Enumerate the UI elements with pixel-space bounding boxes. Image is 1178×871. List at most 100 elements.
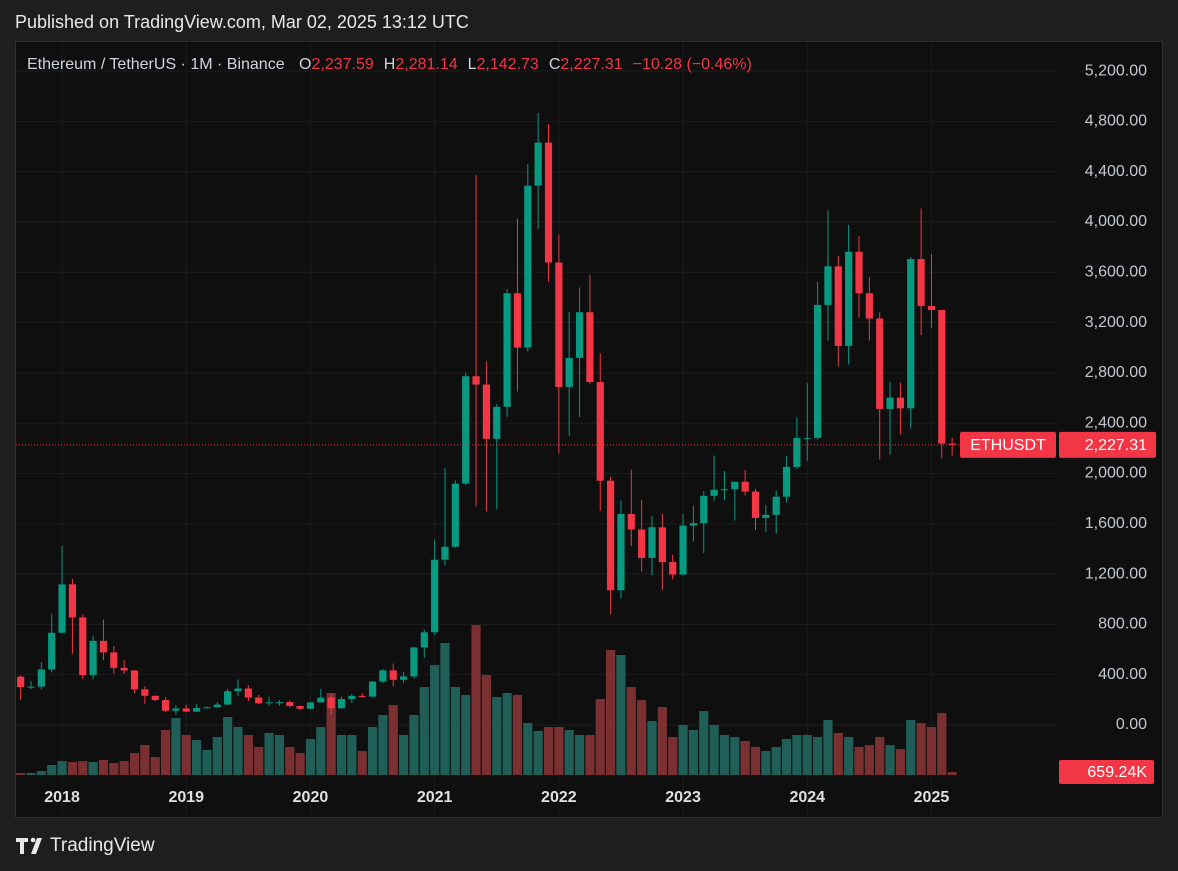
volume-bar [813, 737, 823, 775]
y-tick-label: 5,200.00 [1085, 62, 1147, 79]
candle-body [503, 293, 511, 407]
candle-body [27, 686, 35, 688]
candle-body [37, 669, 45, 687]
legend-value: 2,227.31 [560, 56, 622, 73]
candle-body [462, 376, 470, 484]
volume-bar [316, 727, 326, 775]
volume-bar [440, 643, 450, 775]
volume-bar [98, 760, 109, 775]
candle-body [762, 514, 770, 518]
candle-body [337, 699, 346, 709]
candle-body [865, 293, 873, 319]
volume-bar [750, 747, 761, 775]
volume-bar [223, 717, 233, 775]
volume-bar [533, 731, 543, 775]
candle-body [927, 305, 936, 310]
volume-bar [233, 727, 243, 775]
candle-body [410, 647, 418, 677]
volume-bar [305, 739, 316, 775]
volume-bar [523, 723, 533, 775]
candle-body [255, 697, 263, 704]
volume-bar [57, 761, 67, 775]
candle-body [886, 397, 894, 409]
legend: Ethereum / TetherUS · 1M · Binance O2,23… [27, 56, 752, 73]
candle-body [389, 670, 397, 680]
candle-body [938, 309, 946, 444]
volume-bar [264, 733, 274, 775]
volume-bar [709, 725, 719, 775]
candle-body [534, 142, 542, 186]
volume-bar [160, 730, 171, 775]
volume-bar [212, 737, 222, 775]
candle-body [824, 266, 832, 305]
volume-bar [771, 747, 781, 775]
legend-key: O [299, 56, 311, 73]
volume-bar [637, 700, 647, 775]
candle-body [182, 708, 190, 712]
volume-bar [347, 735, 357, 775]
volume-bar [802, 735, 812, 775]
volume-bar [140, 745, 150, 775]
volume-bar [947, 772, 957, 775]
last-price-tag: 2,227.31 [1085, 437, 1147, 454]
candle-body [68, 584, 76, 618]
candle-body [596, 382, 604, 481]
volume-bar [450, 687, 460, 775]
candle-body [751, 491, 760, 518]
volume-bar [854, 747, 864, 775]
y-tick-label: 2,000.00 [1085, 465, 1147, 482]
candle-body [917, 259, 925, 306]
volume-bar [864, 745, 874, 775]
volume-bar [254, 747, 264, 775]
volume-bar [595, 699, 605, 775]
candle-body [99, 640, 108, 653]
legend-value: 2,237.59 [312, 56, 374, 73]
candle-body [224, 691, 232, 705]
volume-bar [719, 735, 730, 775]
volume-bar [502, 693, 512, 775]
candle-body [524, 185, 532, 348]
candle-body [431, 559, 439, 633]
candle-body [679, 525, 687, 575]
symbol-line: Ethereum / TetherUS · 1M · Binance [27, 56, 285, 73]
volume-bar [616, 655, 626, 775]
candle-body [130, 670, 139, 690]
candle-body [368, 681, 377, 697]
candle-body [731, 481, 739, 490]
candle-body [793, 437, 801, 467]
candle-body [48, 632, 56, 670]
candle-body [379, 670, 387, 682]
candle-body [710, 489, 718, 496]
volume-bar [419, 687, 429, 775]
plot-area [16, 112, 1057, 775]
volume-bar [430, 665, 440, 775]
y-tick-label: 3,200.00 [1085, 314, 1147, 331]
brand-name: TradingView [50, 835, 155, 856]
volume-bar [202, 750, 212, 775]
candle-body [275, 702, 283, 704]
y-tick-label: 2,800.00 [1085, 364, 1147, 381]
volume-bar [295, 753, 305, 775]
volume-bar [243, 735, 253, 775]
candle-body [358, 695, 366, 697]
volume-bar [564, 730, 574, 775]
y-tick-label: 0.00 [1116, 716, 1147, 733]
volume-bar [781, 739, 792, 775]
candle-body [586, 312, 594, 383]
volume-bar [657, 707, 667, 775]
volume-bar [326, 693, 336, 775]
volume-bar [399, 735, 409, 775]
symbol-tag-bg [960, 431, 1056, 458]
volume-bar [585, 735, 595, 775]
volume-bar [906, 720, 916, 775]
candle-body [720, 489, 729, 491]
candle-body [110, 652, 118, 668]
volume-bar [471, 625, 481, 775]
volume-bar [699, 711, 709, 775]
legend-key: H [384, 56, 396, 73]
candle-body [607, 480, 615, 591]
volume-bar [461, 695, 471, 775]
x-tick-label: 2018 [44, 789, 80, 806]
volume-bar [492, 697, 502, 775]
